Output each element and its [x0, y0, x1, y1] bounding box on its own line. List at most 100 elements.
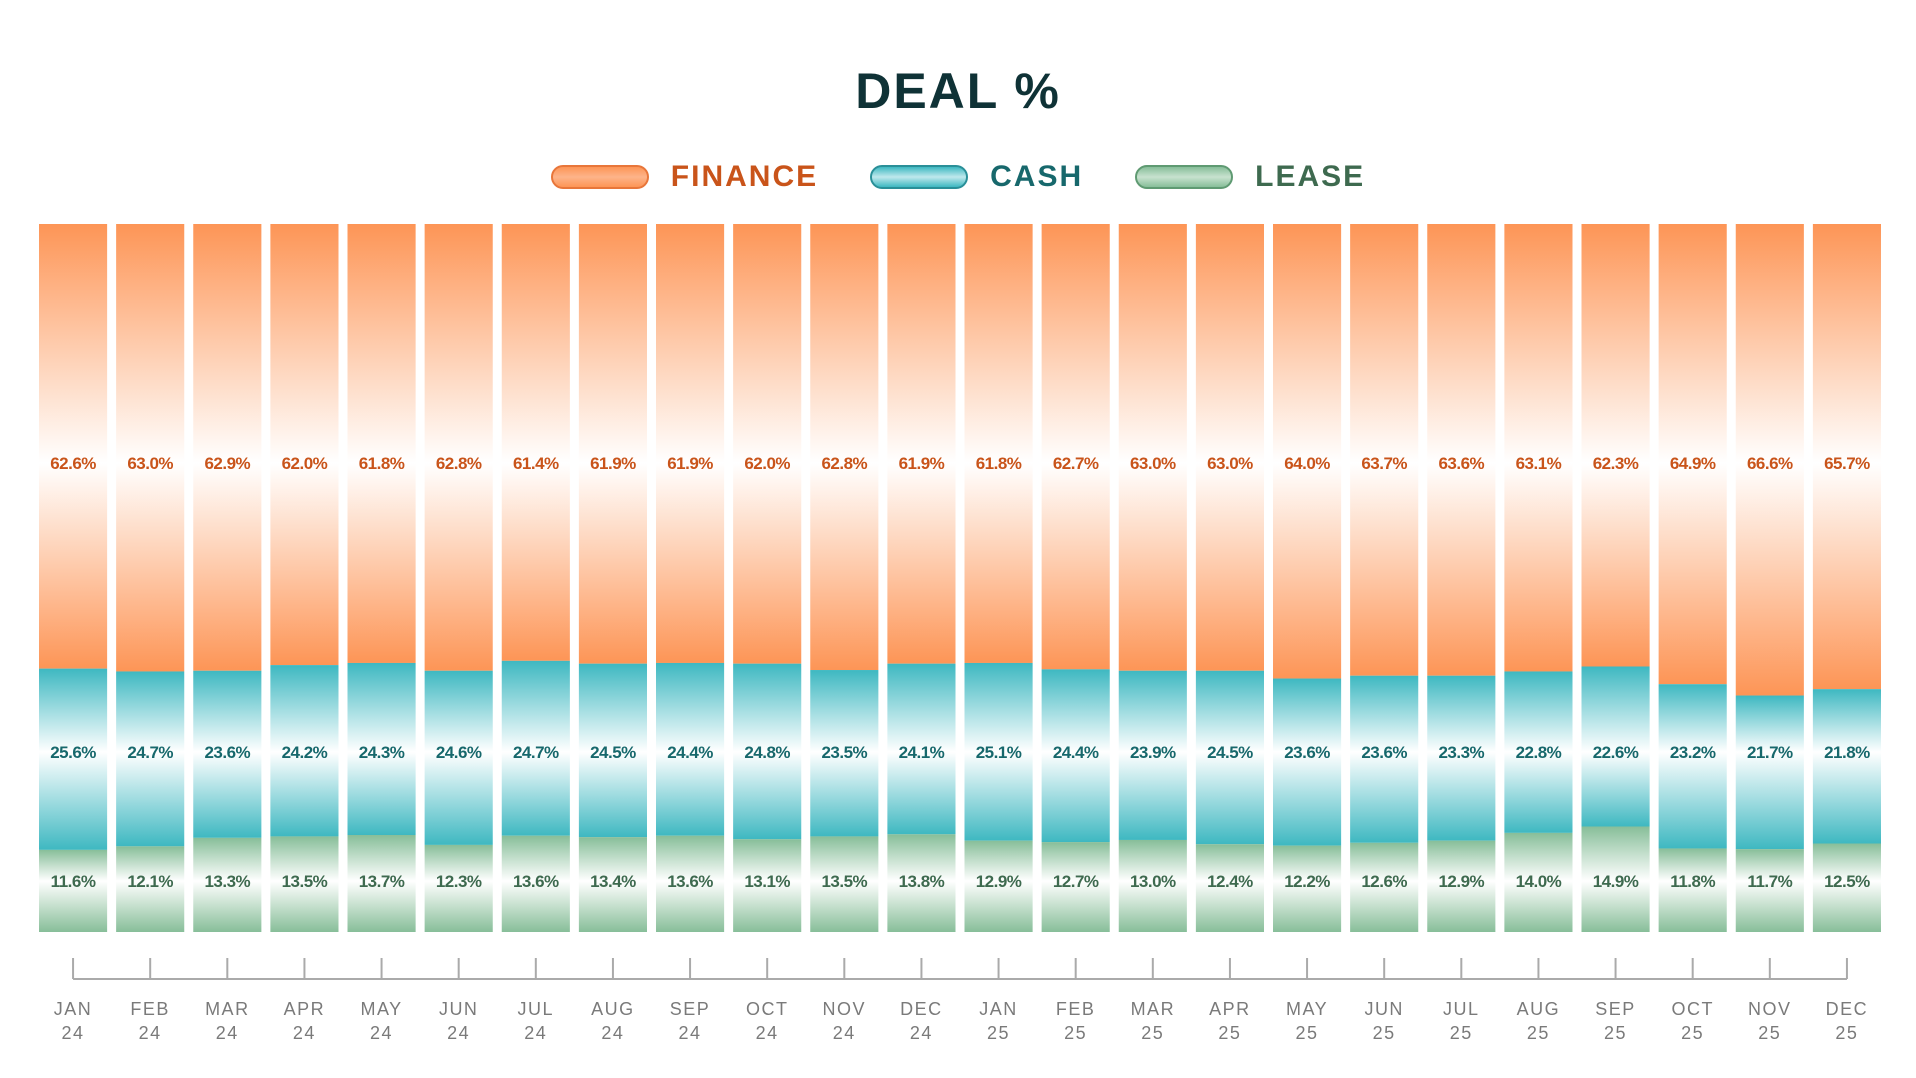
- bar-segment-cash: [116, 671, 185, 847]
- bar-segment-cash: [270, 665, 339, 837]
- data-label-finance: 62.0%: [282, 454, 328, 473]
- data-label-lease: 13.5%: [282, 872, 328, 891]
- data-label-cash: 23.6%: [1361, 743, 1407, 762]
- data-label-cash: 24.4%: [1053, 743, 1099, 762]
- x-tick-label: DEC: [900, 999, 943, 1019]
- data-label-finance: 62.9%: [204, 454, 250, 473]
- bar-segment-finance: [1735, 224, 1804, 696]
- data-label-finance: 61.9%: [899, 454, 945, 473]
- data-label-finance: 62.8%: [436, 454, 482, 473]
- data-label-finance: 62.0%: [744, 454, 790, 473]
- x-tick-label: 25: [1450, 1023, 1473, 1043]
- bar-segment-lease: [733, 839, 802, 932]
- data-label-lease: 12.2%: [1284, 872, 1330, 891]
- data-label-cash: 24.3%: [359, 743, 405, 762]
- data-label-finance: 66.6%: [1747, 454, 1793, 473]
- bar-segment-cash: [1735, 695, 1804, 850]
- bar-segment-lease: [810, 836, 879, 932]
- data-label-lease: 12.6%: [1361, 872, 1407, 891]
- data-label-cash: 24.8%: [744, 743, 790, 762]
- legend-label-finance: FINANCE: [670, 160, 819, 193]
- data-label-finance: 64.0%: [1284, 454, 1330, 473]
- bar-segment-finance: [1273, 224, 1342, 679]
- data-label-finance: 63.0%: [1130, 454, 1176, 473]
- data-label-lease: 13.1%: [744, 872, 790, 891]
- x-tick-label: AUG: [591, 999, 635, 1019]
- data-label-finance: 63.0%: [127, 454, 173, 473]
- bar-segment-lease: [1427, 840, 1496, 932]
- bar-segment-finance: [887, 224, 956, 664]
- bar-segment-cash: [501, 660, 570, 836]
- x-tick-label: 24: [910, 1023, 933, 1043]
- data-label-cash: 24.1%: [899, 743, 945, 762]
- x-tick-label: 24: [139, 1023, 162, 1043]
- bar-segment-cash: [1427, 675, 1496, 841]
- bar-segment-cash: [39, 668, 108, 850]
- bar-segment-finance: [193, 224, 262, 671]
- x-tick-label: JAN: [54, 999, 93, 1019]
- bar-segment-lease: [1581, 826, 1650, 932]
- legend-swatch-lease: [1135, 165, 1234, 189]
- bar-segment-cash: [578, 663, 647, 838]
- data-label-lease: 12.9%: [976, 872, 1022, 891]
- bar-segment-finance: [1041, 224, 1110, 670]
- data-label-lease: 13.4%: [590, 872, 636, 891]
- data-label-lease: 13.6%: [667, 872, 713, 891]
- bar-segment-finance: [270, 224, 339, 666]
- bar-segment-lease: [424, 844, 493, 932]
- bar-segment-cash: [1504, 671, 1573, 833]
- bar-segment-cash: [424, 670, 493, 845]
- bar-segment-finance: [1658, 224, 1727, 685]
- bar-segment-cash: [1581, 666, 1650, 827]
- data-label-lease: 13.3%: [204, 872, 250, 891]
- data-label-lease: 12.3%: [436, 872, 482, 891]
- data-label-cash: 24.5%: [1207, 743, 1253, 762]
- data-label-lease: 13.6%: [513, 872, 559, 891]
- x-tick-label: MAY: [1286, 999, 1328, 1019]
- bar-segment-finance: [1195, 224, 1264, 671]
- data-label-finance: 63.1%: [1516, 454, 1562, 473]
- x-tick-label: SEP: [670, 999, 711, 1019]
- bar-segment-lease: [1658, 848, 1727, 932]
- bar-segment-cash: [733, 663, 802, 840]
- bar-segment-finance: [1581, 224, 1650, 667]
- bar-segment-lease: [116, 846, 185, 932]
- bar-segment-finance: [501, 224, 570, 661]
- x-tick-label: NOV: [823, 999, 867, 1019]
- x-tick-label: 24: [293, 1023, 316, 1043]
- x-tick-label: 24: [756, 1023, 779, 1043]
- bar-segment-lease: [1273, 845, 1342, 932]
- bar-segment-lease: [887, 834, 956, 932]
- data-label-cash: 23.9%: [1130, 743, 1176, 762]
- x-tick-label: APR: [284, 999, 326, 1019]
- x-tick-label: JAN: [979, 999, 1018, 1019]
- data-label-finance: 65.7%: [1824, 454, 1870, 473]
- data-label-cash: 21.7%: [1747, 743, 1793, 762]
- x-tick-label: MAY: [360, 999, 402, 1019]
- bar-segment-lease: [578, 837, 647, 932]
- bar-segment-lease: [1350, 842, 1419, 932]
- x-tick-label: 25: [1064, 1023, 1087, 1043]
- data-label-cash: 24.2%: [282, 743, 328, 762]
- data-label-cash: 23.2%: [1670, 743, 1716, 762]
- x-tick-label: DEC: [1826, 999, 1869, 1019]
- x-tick-label: 24: [370, 1023, 393, 1043]
- bar-segment-cash: [1658, 684, 1727, 849]
- x-tick-label: JUL: [1443, 999, 1480, 1019]
- bar-segment-lease: [1195, 844, 1264, 932]
- bar-segment-cash: [1195, 670, 1264, 845]
- x-tick-label: 24: [833, 1023, 856, 1043]
- bar-segment-cash: [656, 662, 725, 836]
- x-tick-label: FEB: [130, 999, 170, 1019]
- bar-segment-finance: [1504, 224, 1573, 672]
- data-label-cash: 22.6%: [1593, 743, 1639, 762]
- bar-segment-finance: [1427, 224, 1496, 676]
- chart-title: DEAL %: [855, 63, 1061, 119]
- legend: FINANCE CASH LEASE: [0, 160, 1916, 194]
- x-tick-label: AUG: [1517, 999, 1561, 1019]
- data-label-finance: 61.9%: [667, 454, 713, 473]
- bar-segment-cash: [887, 663, 956, 835]
- data-label-lease: 13.7%: [359, 872, 405, 891]
- x-tick-label: SEP: [1595, 999, 1636, 1019]
- data-label-cash: 22.8%: [1516, 743, 1562, 762]
